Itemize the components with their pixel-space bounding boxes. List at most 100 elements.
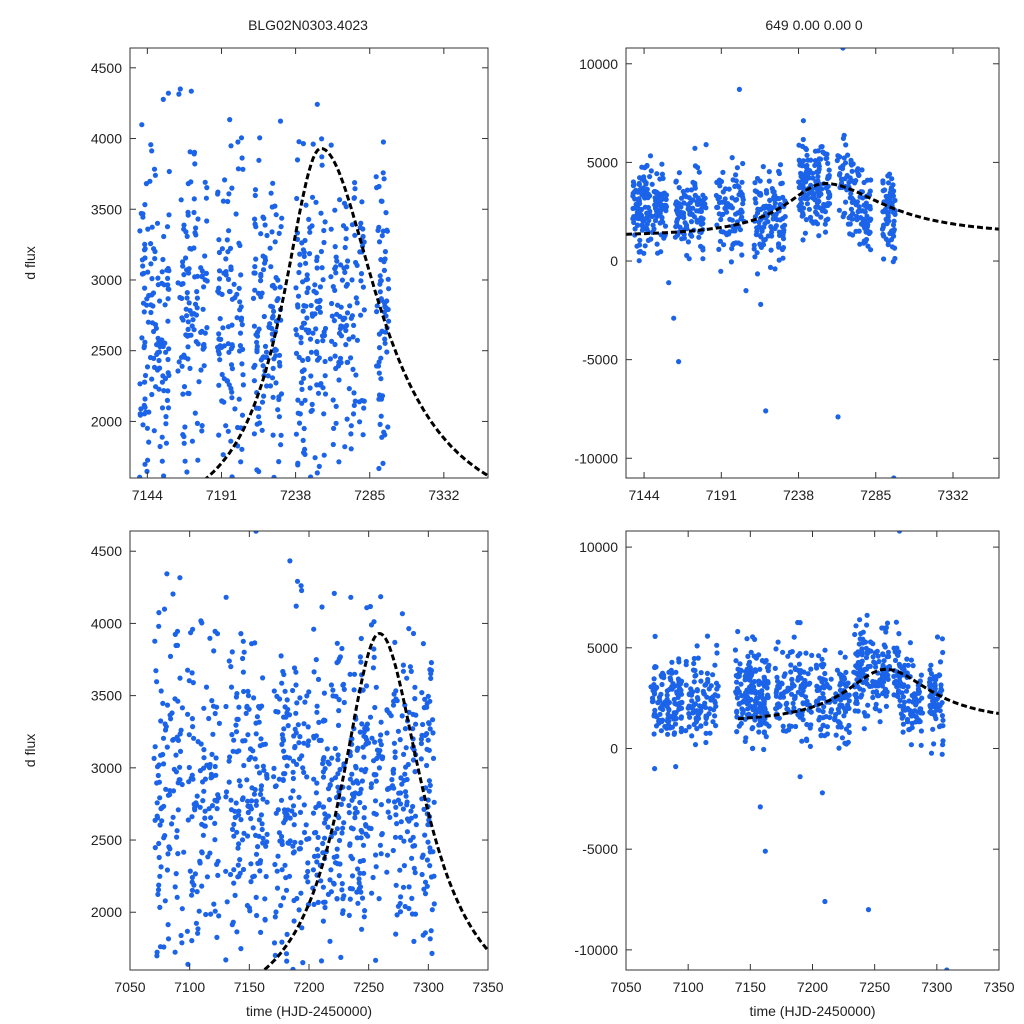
data-point — [185, 344, 191, 350]
data-point — [217, 316, 223, 322]
data-point — [152, 744, 158, 750]
data-point — [232, 406, 238, 412]
x-tick-label: 7300 — [413, 979, 444, 995]
outlier-point — [819, 790, 826, 796]
data-point — [214, 806, 220, 812]
data-point — [351, 195, 357, 201]
data-point — [424, 857, 430, 863]
data-point — [217, 357, 223, 363]
data-point — [233, 211, 239, 217]
data-point — [694, 208, 700, 214]
data-point — [268, 264, 274, 270]
data-point — [300, 765, 306, 771]
data-point — [354, 337, 360, 343]
data-point — [355, 780, 361, 786]
data-point — [879, 625, 885, 631]
data-point — [202, 808, 208, 814]
data-point — [305, 742, 311, 748]
data-point — [142, 246, 148, 252]
data-point — [229, 732, 235, 738]
data-point — [359, 721, 365, 727]
data-point — [382, 340, 388, 346]
data-point — [355, 866, 361, 872]
data-point — [423, 731, 429, 738]
data-point — [156, 623, 162, 629]
data-point — [216, 720, 222, 727]
data-point — [877, 708, 883, 714]
data-point — [391, 740, 397, 746]
data-point — [181, 384, 188, 390]
data-point — [167, 788, 173, 794]
data-point — [655, 199, 661, 205]
data-point — [339, 881, 345, 887]
data-point — [352, 232, 358, 238]
data-point — [373, 957, 379, 963]
data-point — [173, 769, 179, 775]
data-point — [678, 715, 684, 721]
data-point — [840, 135, 847, 141]
data-point — [137, 411, 143, 417]
data-point — [228, 664, 234, 670]
data-point — [249, 798, 255, 804]
data-point — [397, 737, 403, 743]
data-point — [822, 221, 828, 227]
data-point — [684, 187, 691, 193]
data-point — [142, 396, 148, 402]
data-point — [667, 725, 673, 731]
data-point — [843, 669, 849, 676]
data-point — [735, 666, 741, 672]
data-point — [316, 299, 322, 305]
data-point — [140, 214, 146, 220]
data-point — [659, 214, 665, 220]
data-point — [862, 679, 869, 685]
data-point — [418, 740, 424, 747]
data-point — [748, 696, 754, 703]
data-point — [274, 297, 280, 304]
data-point — [884, 216, 890, 222]
data-point — [402, 726, 408, 732]
x-tick-label: 7191 — [206, 487, 237, 503]
data-point — [931, 741, 937, 747]
data-point — [763, 188, 770, 194]
data-point — [420, 721, 426, 728]
data-point — [185, 817, 191, 823]
data-point — [335, 722, 342, 729]
data-point — [820, 723, 826, 729]
data-point — [180, 263, 186, 269]
data-point — [858, 221, 865, 227]
data-point — [260, 742, 266, 748]
data-point — [835, 724, 841, 730]
data-point — [304, 693, 310, 699]
data-point — [197, 860, 203, 866]
data-point — [761, 205, 768, 211]
data-point — [868, 216, 874, 222]
data-point — [788, 669, 794, 675]
data-point — [303, 202, 309, 208]
data-point — [680, 188, 686, 195]
data-point — [427, 726, 433, 732]
data-point — [314, 265, 320, 271]
data-point — [290, 966, 296, 970]
data-point — [320, 840, 326, 847]
data-point — [371, 758, 377, 764]
data-point — [732, 225, 739, 231]
data-point — [144, 425, 150, 431]
data-point — [231, 281, 237, 287]
data-point — [293, 431, 299, 437]
x-tick-label: 7300 — [921, 979, 952, 995]
data-point — [400, 806, 406, 812]
data-point — [359, 895, 366, 901]
data-point — [841, 713, 847, 719]
data-point — [335, 757, 341, 763]
data-point — [280, 737, 287, 744]
data-point — [273, 212, 279, 218]
data-point — [296, 269, 302, 276]
data-point — [318, 210, 324, 216]
data-point — [284, 931, 290, 938]
data-point — [812, 162, 818, 168]
data-point — [647, 153, 654, 159]
data-point — [291, 918, 297, 924]
data-point — [240, 638, 246, 644]
data-point — [636, 182, 643, 188]
data-point — [822, 670, 828, 677]
